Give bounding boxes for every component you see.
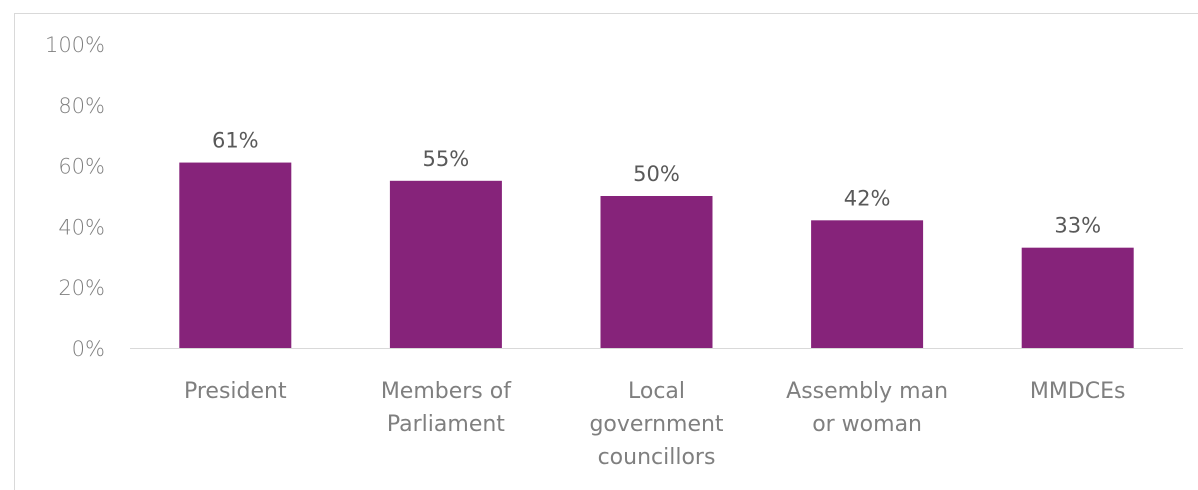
category-label: Local government councillors bbox=[589, 379, 723, 470]
y-tick-label: 40% bbox=[58, 215, 105, 239]
category-label-line: or woman bbox=[812, 412, 922, 437]
category-label: Assembly man or woman bbox=[786, 379, 948, 437]
y-tick-label: 60% bbox=[58, 155, 105, 179]
data-label: 50% bbox=[633, 162, 680, 186]
y-tick-label: 100% bbox=[45, 33, 105, 57]
bar bbox=[1021, 247, 1134, 348]
category-label-line: Members of bbox=[381, 379, 512, 404]
y-tick-label: 0% bbox=[72, 337, 105, 361]
bar bbox=[600, 196, 713, 348]
category-label-line: councillors bbox=[598, 445, 716, 470]
category-label-line: MMDCEs bbox=[1030, 379, 1126, 404]
category-label-line: Assembly man bbox=[786, 379, 948, 404]
bar bbox=[179, 162, 292, 348]
y-tick-label: 80% bbox=[58, 94, 105, 118]
category-label: President bbox=[184, 379, 287, 404]
category-label-line: Local bbox=[628, 379, 685, 404]
category-label-line: Parliament bbox=[387, 412, 505, 437]
category-label: Members of Parliament bbox=[381, 379, 512, 437]
category-label-line: President bbox=[184, 379, 287, 404]
data-label: 33% bbox=[1054, 214, 1101, 238]
data-label: 42% bbox=[844, 186, 891, 210]
chart-frame bbox=[14, 13, 1198, 490]
category-label: MMDCEs bbox=[1030, 379, 1126, 404]
data-label: 55% bbox=[423, 147, 470, 171]
y-tick-label: 20% bbox=[58, 276, 105, 300]
bar bbox=[811, 220, 924, 348]
category-label-line: government bbox=[589, 412, 723, 437]
bar bbox=[389, 180, 502, 348]
data-label: 61% bbox=[212, 129, 259, 153]
